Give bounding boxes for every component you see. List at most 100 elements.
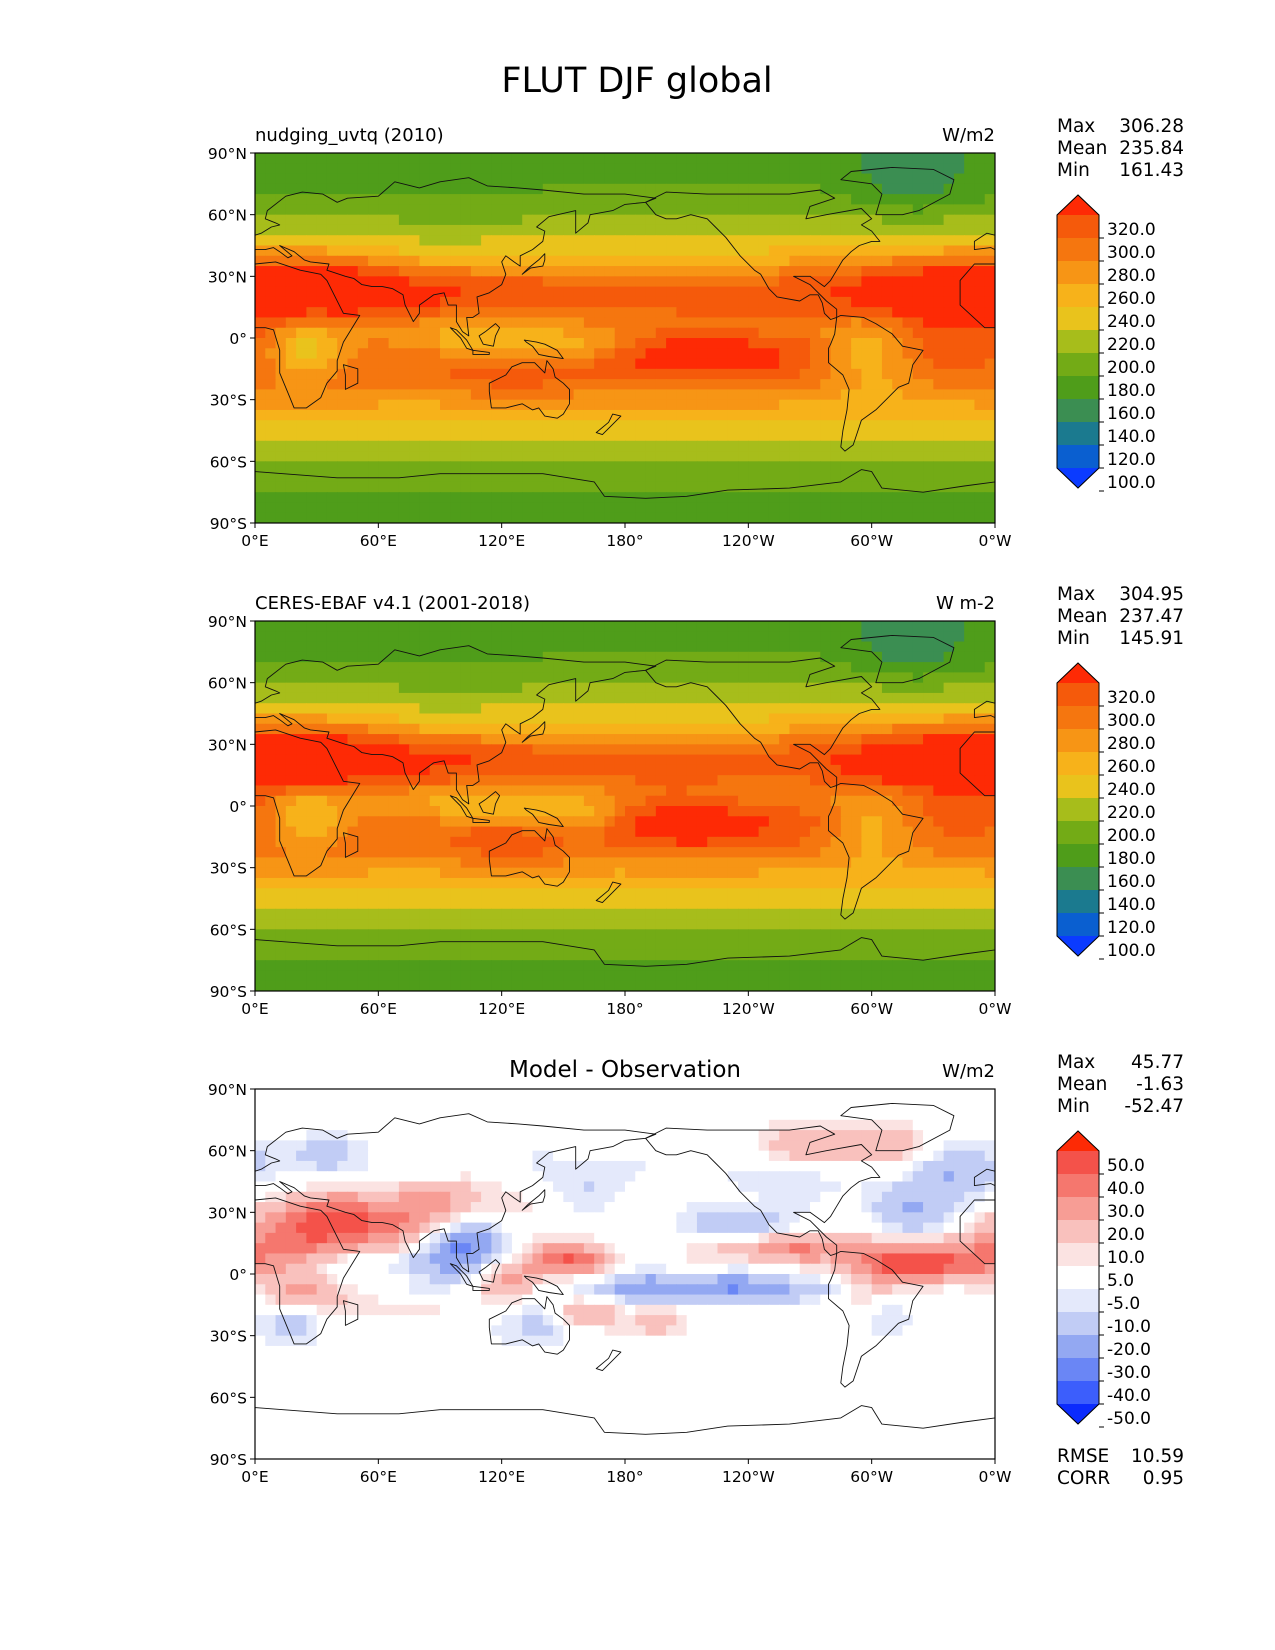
field-cell — [275, 682, 287, 694]
field-cell — [255, 703, 266, 715]
field-cell — [573, 816, 585, 828]
field-cell — [686, 204, 698, 216]
field-cell — [861, 307, 873, 319]
field-cell — [440, 734, 451, 745]
field-cell — [583, 723, 595, 735]
field-cell — [542, 692, 554, 704]
field-cell — [532, 713, 544, 725]
field-cell — [522, 214, 534, 226]
field-cell — [255, 214, 266, 226]
field-cell — [511, 338, 523, 349]
field-cell — [851, 368, 862, 380]
field-cell — [738, 214, 749, 226]
field-cell — [419, 389, 431, 401]
field-cell — [326, 816, 338, 828]
field-cell — [933, 775, 945, 787]
field-cell — [522, 692, 534, 704]
field-cell — [635, 492, 647, 504]
field-cell — [645, 286, 657, 298]
field-cell — [553, 703, 564, 715]
field-cell — [419, 451, 431, 462]
field-cell — [563, 908, 575, 920]
field-cell — [738, 399, 749, 411]
field-cell — [840, 754, 852, 766]
field-cell — [388, 621, 400, 632]
field-cell — [830, 641, 842, 653]
field-cell — [768, 430, 780, 442]
field-cell — [563, 888, 575, 900]
field-cell — [275, 368, 287, 380]
field-cell — [378, 245, 390, 257]
field-cell — [892, 806, 904, 817]
field-cell — [851, 276, 862, 288]
field-cell — [758, 492, 770, 504]
field-cell — [717, 183, 729, 195]
field-cell — [645, 908, 657, 920]
field-cell — [326, 338, 338, 349]
field-cell — [275, 877, 287, 889]
field-cell — [419, 641, 431, 653]
field-cell — [326, 867, 338, 879]
field-cell — [532, 682, 544, 694]
field-cell — [378, 621, 390, 632]
field-cell — [450, 461, 462, 473]
field-cell — [984, 481, 995, 493]
field-cell — [696, 266, 708, 277]
field-cell — [707, 389, 719, 401]
field-cell — [501, 682, 513, 694]
field-cell — [491, 255, 503, 267]
field-cell — [666, 888, 677, 900]
field-cell — [717, 224, 729, 236]
field-cell — [789, 399, 801, 411]
field-cell — [347, 245, 359, 257]
field-cell — [532, 266, 544, 277]
field-cell — [779, 307, 791, 319]
field-cell — [676, 826, 688, 838]
field-cell — [686, 409, 698, 421]
field-cell — [296, 183, 307, 195]
field-cell — [655, 204, 667, 216]
field-cell — [707, 173, 719, 185]
field-cell — [460, 420, 472, 432]
field-cell — [727, 908, 739, 920]
lat-tick-label: 0° — [229, 330, 247, 348]
field-cell — [501, 451, 513, 462]
field-cell — [923, 929, 934, 941]
field-cell — [635, 204, 647, 216]
field-cell — [573, 379, 585, 390]
field-cell — [810, 919, 821, 930]
field-cell — [964, 908, 976, 920]
field-cell — [306, 399, 318, 411]
field-cell — [625, 621, 636, 632]
field-cell — [810, 713, 821, 725]
field-cell — [840, 857, 852, 869]
field-cell — [840, 368, 852, 380]
field-cell — [460, 338, 472, 349]
field-cell — [532, 692, 544, 704]
field-cell — [717, 481, 729, 493]
field-cell — [337, 919, 349, 930]
field-cell — [635, 857, 647, 869]
field-cell — [316, 816, 328, 828]
field-cell — [316, 440, 328, 452]
field-cell — [676, 764, 688, 776]
field-cell — [820, 512, 832, 523]
field-cell — [409, 867, 421, 879]
field-cell — [409, 713, 421, 725]
field-cell — [964, 368, 976, 380]
field-cell — [347, 723, 359, 735]
field-cell — [758, 296, 770, 308]
field-cell — [861, 245, 873, 257]
field-cell — [553, 173, 564, 185]
field-cell — [573, 754, 585, 766]
field-cell — [357, 877, 369, 889]
field-cell — [265, 631, 277, 643]
field-cell — [748, 713, 760, 725]
field-cell — [306, 296, 318, 308]
field-cell — [902, 512, 914, 523]
field-cell — [666, 795, 677, 807]
field-cell — [655, 939, 667, 951]
field-cell — [522, 744, 534, 756]
field-cell — [645, 276, 657, 288]
field-cell — [491, 857, 503, 869]
